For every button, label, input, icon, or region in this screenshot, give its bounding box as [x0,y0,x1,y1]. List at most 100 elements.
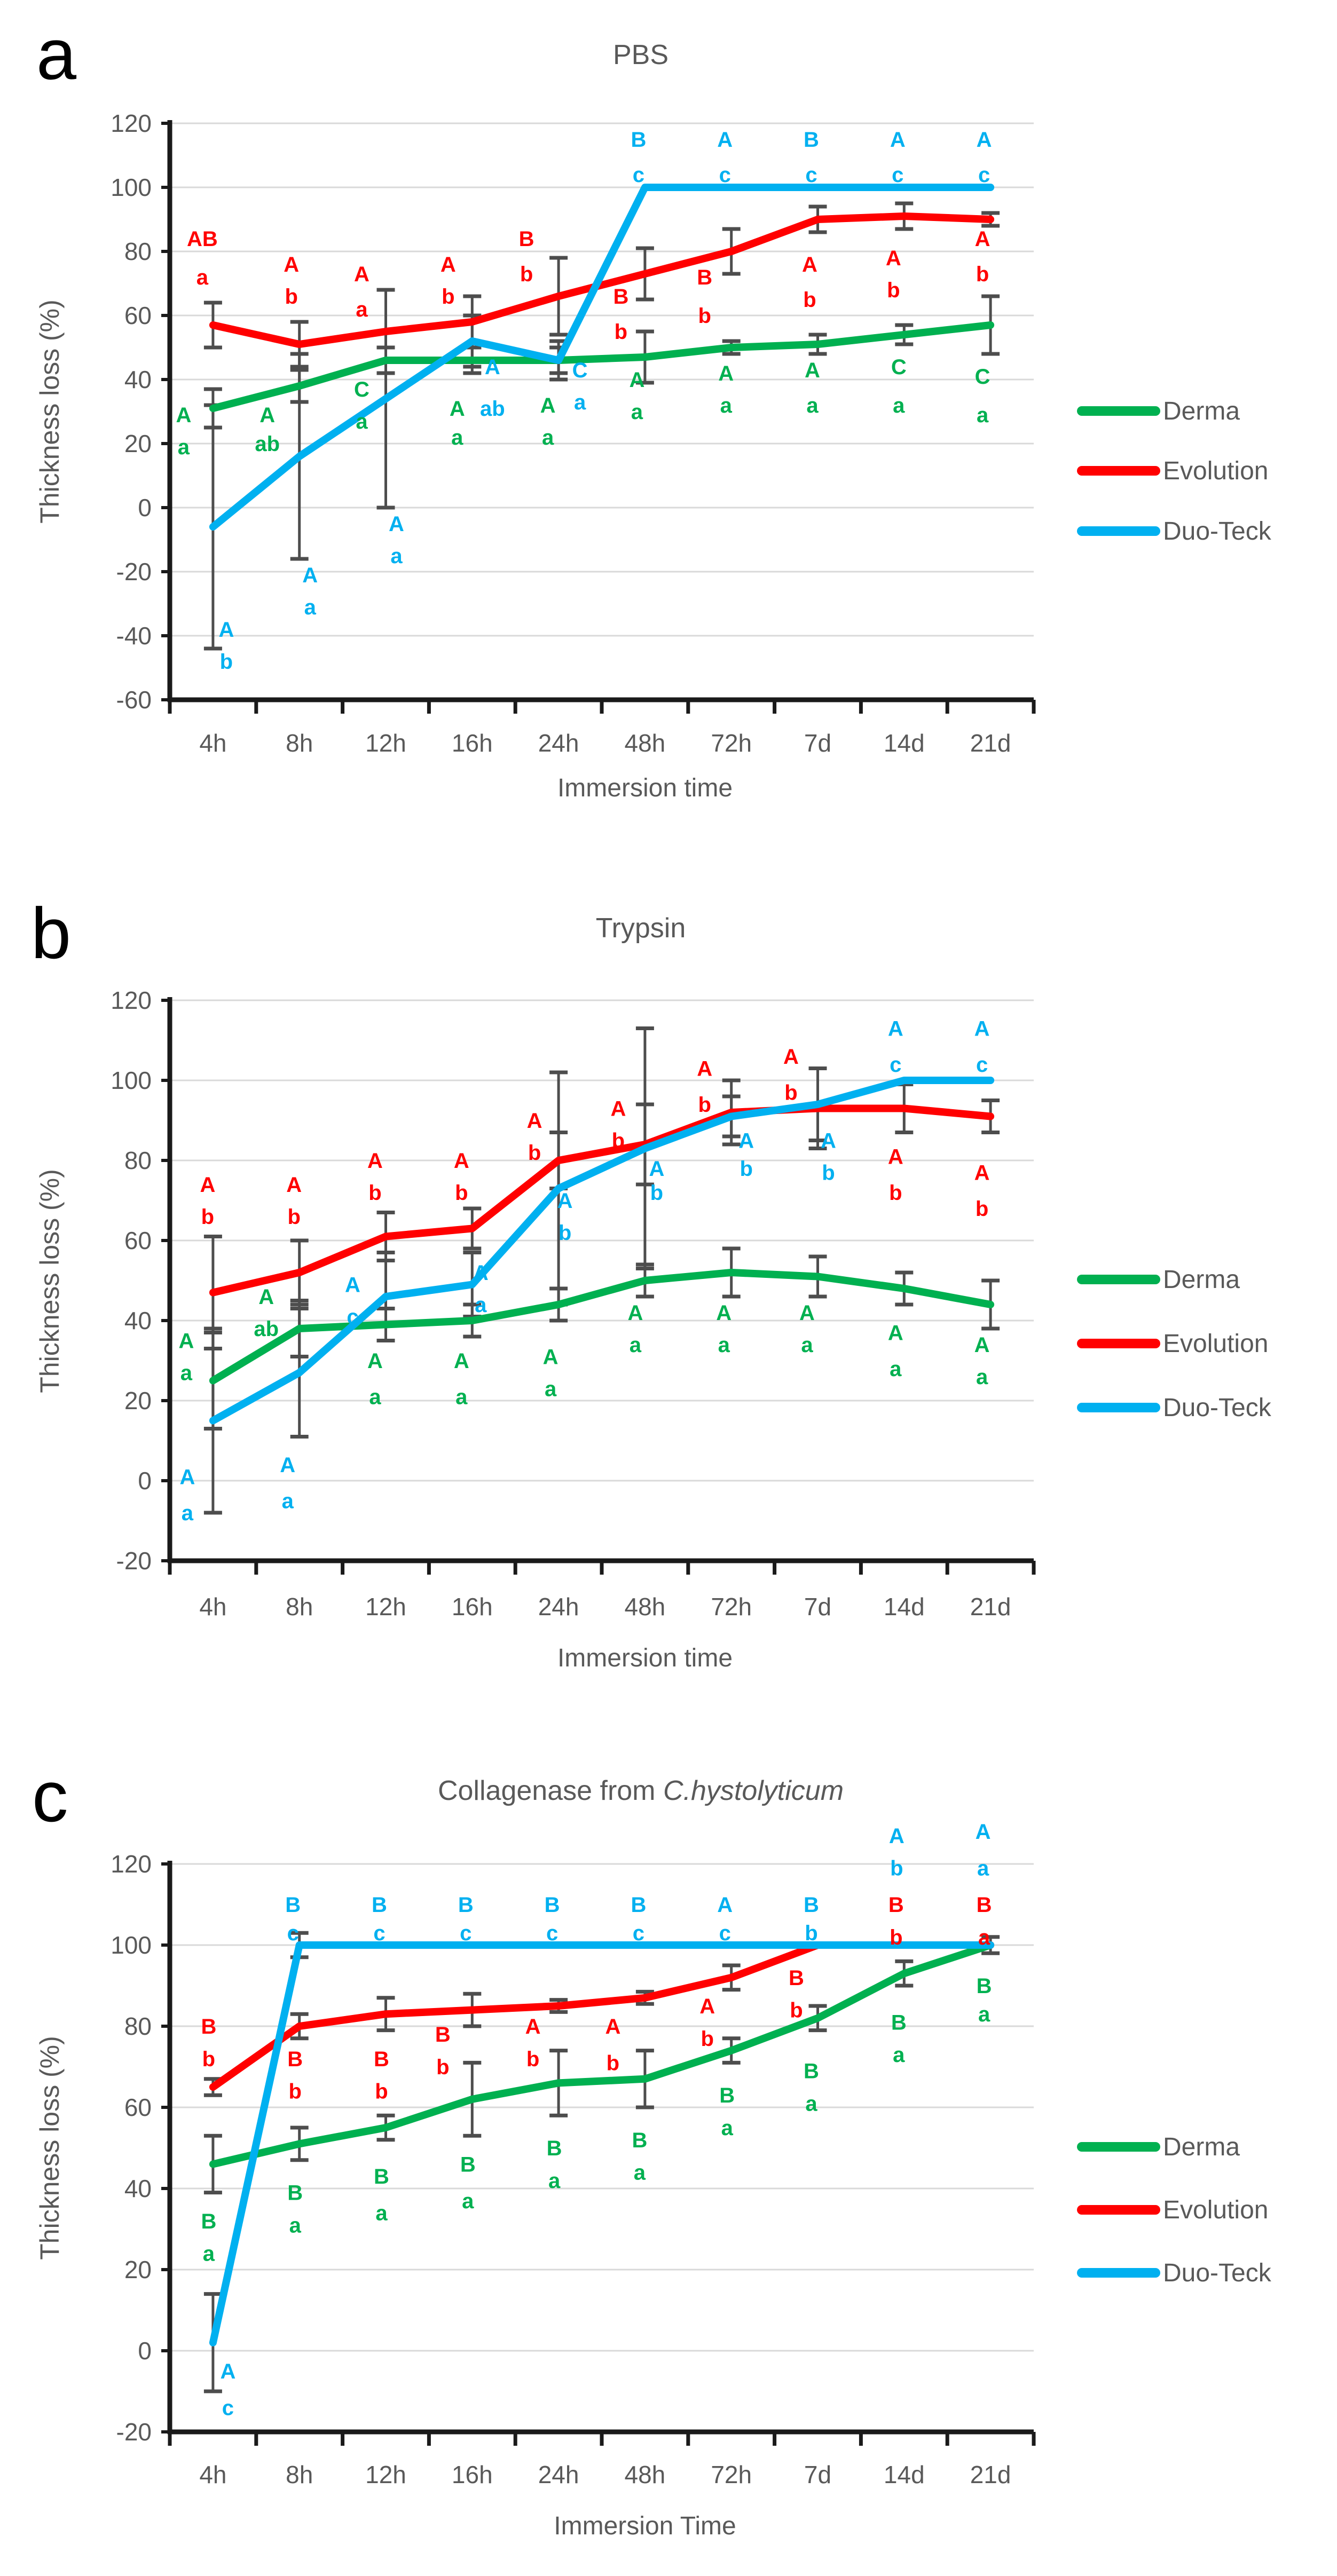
stat-letter-upper-duoteck: A [890,128,906,152]
y-tick-label: 60 [124,1227,152,1254]
x-tick-label: 16h [452,2461,493,2488]
y-tick-label: 100 [111,173,152,201]
y-tick-label: 120 [111,109,152,137]
stat-letter-lower-derma: a [178,436,190,459]
stat-letter-lower-duoteck: b [890,1857,903,1880]
stat-letter-lower-derma: a [203,2242,215,2266]
stat-letter-upper-derma: A [176,404,191,427]
stat-letter-upper-evolution: A [888,1145,903,1169]
x-tick-label: 12h [365,2461,406,2488]
legend-label-duoteck: Duo-Teck [1163,517,1272,546]
stat-letter-lower-derma: a [180,1362,193,1385]
legend-label-derma: Derma [1163,1266,1240,1294]
stat-letter-lower-derma: a [455,1386,468,1409]
stat-letter-upper-duoteck: A [717,128,733,152]
stat-letter-lower-evolution: b [288,2080,301,2104]
stat-letter-upper-duoteck: A [473,1261,489,1285]
x-tick-label: 72h [711,1593,752,1621]
stat-letter-upper-duoteck: A [557,1189,573,1213]
stat-letter-upper-evolution: A [354,263,369,286]
chart-title: Trypsin [596,913,686,944]
stat-letter-upper-evolution: A [886,247,901,270]
stat-letter-lower-evolution: b [698,304,711,328]
stat-letter-lower-evolution: b [887,279,900,302]
stat-letter-lower-evolution: a [356,298,368,321]
x-tick-label: 7d [804,2461,831,2488]
y-tick-label: 120 [111,1850,152,1878]
stat-letter-upper-evolution: B [519,227,534,251]
stat-letter-upper-derma: B [287,2182,303,2205]
stat-letter-upper-derma: A [367,1349,383,1373]
stat-letter-upper-duoteck: A [738,1129,754,1153]
stat-letter-lower-duoteck: c [890,1053,901,1077]
stat-letter-lower-evolution: b [287,1205,300,1229]
stat-letter-lower-evolution: b [285,285,297,309]
x-tick-label: 48h [625,729,666,757]
stat-letter-lower-duoteck: c [222,2396,234,2420]
stat-letter-lower-derma: a [801,1333,813,1357]
y-tick-label: -20 [116,558,152,586]
stat-letter-upper-derma: A [540,394,556,417]
stat-letter-lower-derma: a [976,1365,988,1389]
y-tick-label: -20 [116,1547,152,1575]
stat-letter-upper-duoteck: A [888,1017,903,1041]
stat-letter-upper-derma: A [716,1301,732,1325]
legend-c: Derma Evolution Duo-Teck [1077,2133,1272,2287]
stat-letter-upper-derma: C [975,365,990,389]
stat-letter-lower-duoteck: c [805,163,817,187]
error-bars-duoteck [203,288,568,651]
stat-letter-lower-derma: a [977,404,989,427]
stat-letter-lower-duoteck: b [805,1922,817,1945]
y-tick-label: -40 [116,622,152,650]
stat-letter-upper-evolution: B [697,266,712,289]
stat-letter-upper-evolution: A [367,1149,383,1173]
stat-letter-lower-duoteck: b [650,1181,663,1205]
stat-letter-upper-duoteck: A [220,2360,235,2383]
series-line-derma [209,1941,995,2168]
y-tick-label: 100 [111,1066,152,1094]
stat-letter-lower-duoteck: a [182,1502,194,1525]
stat-letter-lower-derma: a [289,2214,302,2237]
stat-letter-lower-derma: a [548,2169,561,2193]
stat-letter-upper-evolution: B [613,285,628,309]
stat-letter-upper-duoteck: A [717,1893,733,1917]
stat-letter-lower-duoteck: b [559,1221,571,1245]
stat-letter-lower-evolution: b [201,1205,214,1229]
stat-letter-upper-duoteck: B [631,128,646,152]
y-tick-label: 40 [124,1307,152,1334]
series-line-duoteck [209,1077,995,1425]
y-tick-label: 0 [138,1467,152,1495]
series-line-derma [209,1269,995,1385]
chart-title: PBS [613,39,668,70]
y-tick-label: 0 [138,494,152,521]
stat-letter-upper-evolution: B [201,2015,216,2038]
series-line-evolution [209,212,995,348]
x-axis-title: Immersion Time [554,2512,736,2540]
x-tick-label: 72h [711,729,752,757]
stat-letter-upper-derma: B [201,2210,216,2233]
stat-letter-upper-derma: A [178,1330,194,1353]
stat-letter-lower-evolution: b [607,2051,619,2075]
x-tick-label: 21d [970,2461,1011,2488]
stat-letter-lower-derma: a [630,1333,642,1357]
stat-letter-upper-duoteck: B [372,1893,387,1917]
stat-letter-upper-duoteck: B [804,128,819,152]
stat-letter-lower-duoteck: c [373,1922,385,1945]
stat-letter-lower-duoteck: a [304,596,317,619]
stat-letter-upper-derma: A [799,1301,815,1325]
stat-letter-upper-evolution: A [783,1045,799,1069]
stat-letter-lower-duoteck: b [822,1161,835,1185]
stat-letter-lower-evolution: b [528,1141,541,1165]
stat-letter-lower-duoteck: b [220,650,233,674]
stat-letter-upper-derma: A [888,1322,903,1345]
stat-letter-upper-derma: B [719,2084,735,2107]
stat-letter-lower-evolution: b [442,285,454,309]
x-tick-label: 16h [452,729,493,757]
stat-letter-lower-duoteck: a [282,1490,294,1513]
stat-letter-upper-derma: A [718,362,734,385]
stat-letter-upper-derma: A [629,368,644,392]
